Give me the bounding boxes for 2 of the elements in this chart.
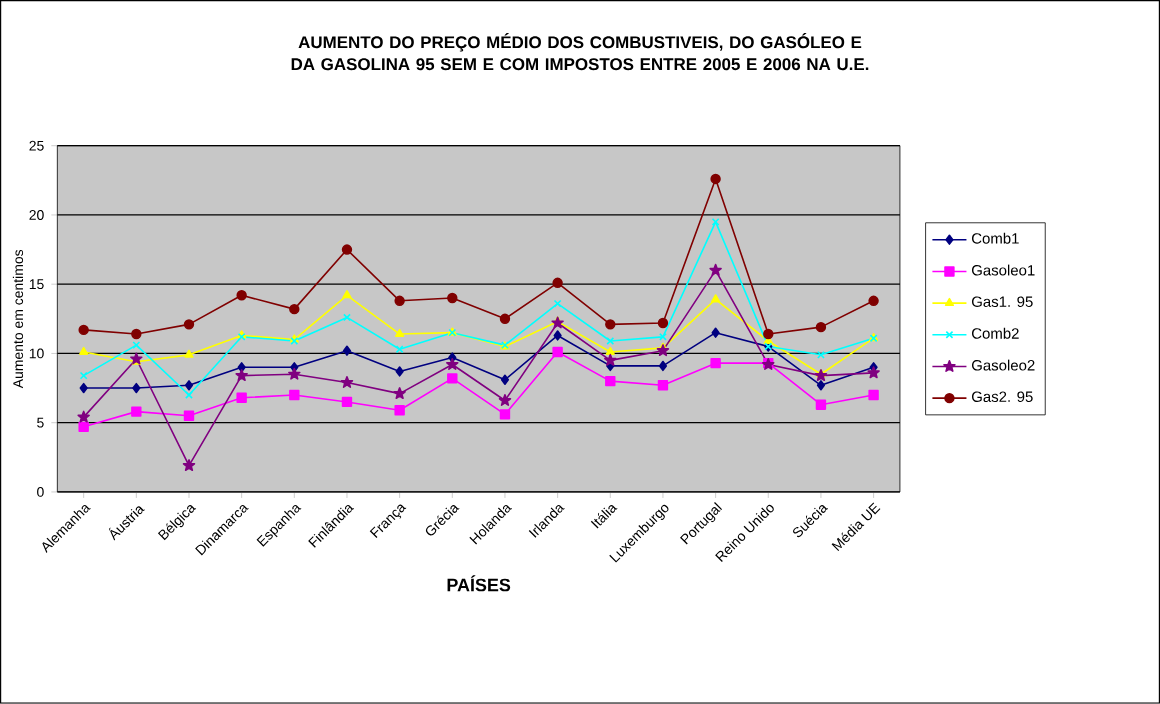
chart-title: AUMENTO DO PREÇO MÉDIO DOS COMBUSTIVEIS, DO GASÓLEO E DA GASOLINA 95 SEM E COM IMPOSTOS ENTRE 2005 E 2006 NA U.E.: [291, 33, 869, 71]
x-axis-title: PAÍSES: [447, 575, 511, 592]
